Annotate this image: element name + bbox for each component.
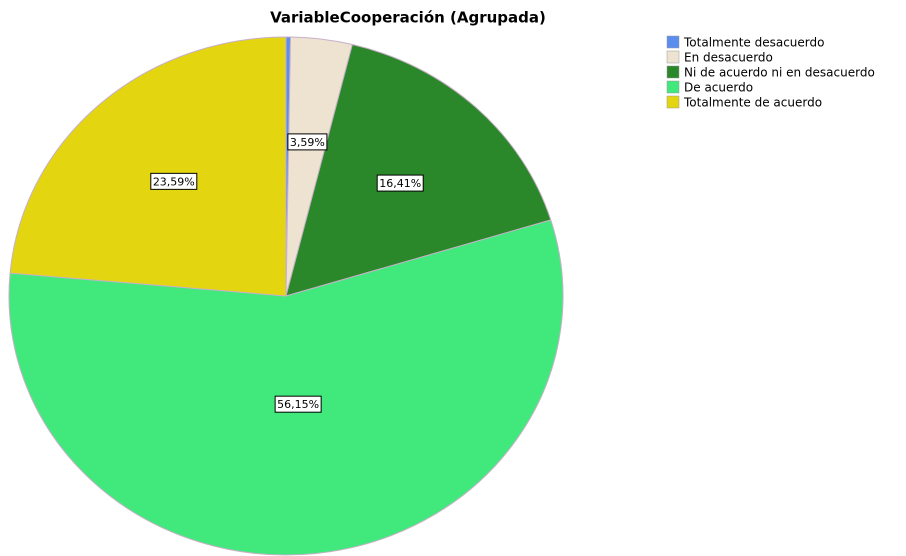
value-label-box — [274, 395, 322, 413]
legend-swatch — [666, 95, 680, 109]
value-label: 3,59% — [290, 136, 325, 149]
legend-swatch — [666, 50, 680, 64]
value-label: 16,41% — [379, 177, 421, 190]
value-label: 23,59% — [153, 175, 195, 188]
pie-slice — [285, 43, 552, 297]
value-label-box — [376, 174, 424, 192]
legend-label: En desacuerdo — [684, 51, 773, 65]
pie-slice — [9, 36, 287, 297]
legend-label: Totalmente desacuerdo — [683, 36, 824, 50]
chart-title: VariableCooperación (Agrupada) — [270, 9, 546, 27]
legend-label: Totalmente de acuerdo — [683, 96, 822, 110]
legend-swatch — [666, 65, 680, 79]
pie-slice — [8, 219, 564, 556]
value-label-box — [150, 172, 198, 190]
value-label: 56,15% — [277, 398, 319, 411]
value-label-box — [287, 133, 328, 151]
legend-swatch — [666, 35, 680, 49]
legend-label: Ni de acuerdo ni en desacuerdo — [684, 66, 875, 80]
legend-label: De acuerdo — [684, 81, 753, 95]
legend-swatch — [666, 80, 680, 94]
